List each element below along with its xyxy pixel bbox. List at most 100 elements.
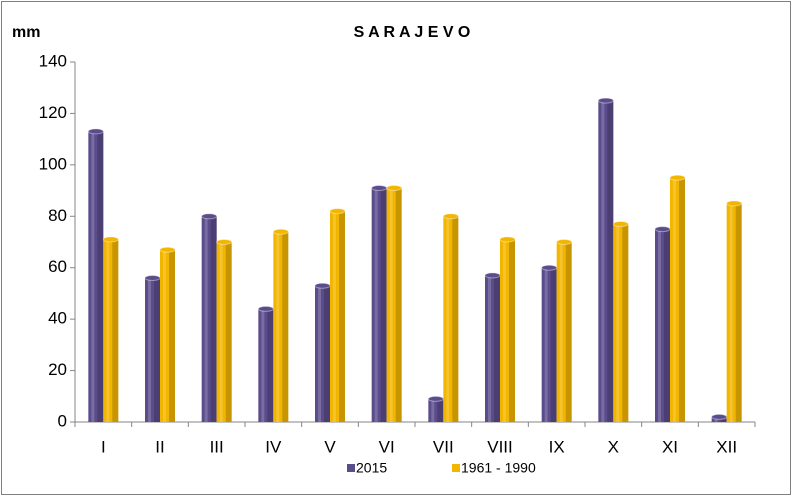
- bar-shade: [679, 177, 685, 422]
- bar-cap: [541, 264, 558, 271]
- bar-cap: [201, 213, 218, 220]
- bar-shade: [437, 398, 444, 422]
- x-tick-label: VII: [433, 437, 454, 456]
- legend-label: 1961 - 1990: [461, 460, 536, 476]
- bar-cap: [654, 226, 671, 233]
- bar-shade: [622, 224, 629, 422]
- y-tick-label: 100: [39, 154, 67, 173]
- bar-cap: [499, 236, 516, 243]
- bar: [500, 239, 515, 422]
- x-tick-label: XII: [716, 437, 737, 456]
- bar-cap: [87, 128, 104, 135]
- bar-shade: [395, 188, 402, 422]
- bar: [145, 278, 160, 422]
- bar-shade: [509, 239, 515, 422]
- chart-title: S A R A J E V O: [354, 24, 471, 41]
- bar: [655, 229, 670, 422]
- bar: [315, 285, 330, 422]
- bar-shade: [169, 249, 175, 422]
- bar: [726, 203, 742, 422]
- bar-shade: [550, 267, 557, 422]
- bar-highlight: [673, 177, 676, 422]
- y-tick-label: 60: [48, 257, 67, 276]
- bar-highlight: [559, 242, 563, 422]
- bar-shade: [664, 229, 670, 422]
- bar-cap: [556, 239, 573, 245]
- x-tick-label: VI: [379, 437, 395, 456]
- y-axis-label: mm: [12, 24, 40, 41]
- bar: [443, 216, 459, 422]
- bar: [103, 239, 119, 422]
- bar-cap: [159, 246, 176, 253]
- bar-shade: [154, 278, 160, 422]
- x-tick-label: III: [210, 437, 224, 456]
- bar-highlight: [658, 229, 661, 422]
- bar-cap: [726, 200, 743, 207]
- bar: [273, 231, 289, 422]
- bar-cap: [272, 228, 289, 235]
- bar-highlight: [729, 203, 733, 422]
- bar: [88, 131, 104, 422]
- bar-shade: [324, 285, 330, 422]
- bar-highlight: [333, 211, 336, 422]
- bar-highlight: [503, 239, 506, 422]
- x-tick-label: IV: [265, 437, 282, 456]
- bar-cap: [612, 221, 629, 227]
- bar-highlight: [431, 398, 435, 422]
- x-tick-label: V: [324, 437, 336, 456]
- bar-highlight: [91, 131, 95, 422]
- bar-highlight: [106, 239, 110, 422]
- y-tick-label: 80: [48, 206, 67, 225]
- bar: [541, 267, 557, 422]
- bar-cap: [597, 97, 614, 104]
- bar: [711, 416, 727, 422]
- bar-highlight: [276, 231, 280, 422]
- bar-shade: [282, 231, 289, 422]
- bar-highlight: [714, 416, 718, 422]
- y-tick-label: 120: [39, 103, 67, 122]
- bar: [485, 275, 500, 422]
- bar-cap: [371, 185, 388, 191]
- bar: [201, 216, 217, 422]
- y-tick-label: 0: [58, 411, 67, 430]
- legend-swatch: [347, 464, 355, 472]
- bar-shade: [380, 188, 387, 422]
- bar-shade: [494, 275, 500, 422]
- bar: [371, 188, 387, 422]
- bar-cap: [442, 213, 459, 220]
- legend-label: 2015: [356, 460, 387, 476]
- bar-highlight: [446, 216, 450, 422]
- bar-shade: [735, 203, 742, 422]
- y-tick-label: 40: [48, 309, 67, 328]
- x-tick-label: IX: [549, 437, 565, 456]
- bar-cap: [386, 185, 403, 191]
- bar-shade: [210, 216, 217, 422]
- bar-cap: [329, 208, 346, 215]
- x-tick-label: II: [155, 437, 164, 456]
- bar-shade: [720, 416, 727, 422]
- bar-shade: [607, 100, 614, 423]
- bar-cap: [102, 236, 119, 243]
- bar: [598, 100, 614, 423]
- bar-cap: [144, 275, 161, 281]
- bar: [330, 211, 345, 422]
- bar-highlight: [616, 224, 620, 422]
- bar-shade: [225, 242, 232, 422]
- bar-highlight: [544, 267, 548, 422]
- y-tick-label: 140: [39, 51, 67, 70]
- bar-cap: [711, 413, 728, 420]
- bar: [386, 188, 402, 422]
- bar-shade: [565, 242, 572, 422]
- bar: [160, 249, 175, 422]
- bar-highlight: [318, 285, 321, 422]
- bar-highlight: [163, 249, 166, 422]
- bar-cap: [314, 282, 331, 289]
- bar-shade: [267, 308, 274, 422]
- bar: [670, 177, 685, 422]
- x-tick-label: XI: [662, 437, 678, 456]
- bar-cap: [257, 305, 274, 312]
- x-tick-label: VIII: [487, 437, 513, 456]
- bar-highlight: [374, 188, 378, 422]
